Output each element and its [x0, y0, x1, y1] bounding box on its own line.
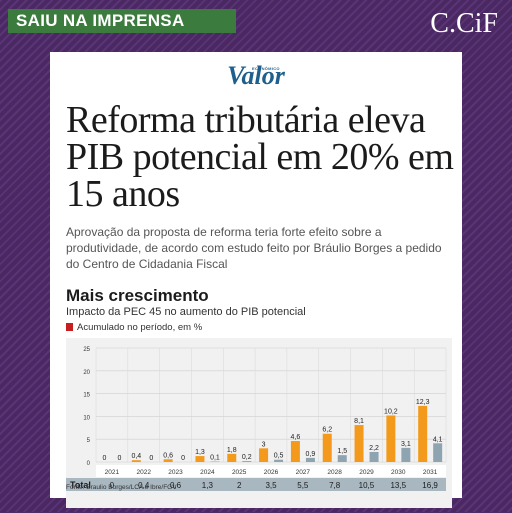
source-note: Fonte: Braulio Borges/LCA e Ibre/FGV — [66, 484, 177, 491]
total-value: 16,9 — [422, 481, 438, 490]
headline: Reforma tributária eleva PIB potencial e… — [66, 102, 456, 213]
bar-primary — [355, 425, 364, 462]
total-value: 7,8 — [329, 481, 341, 490]
x-tick-label: 2021 — [105, 469, 120, 476]
data-label: 1,5 — [337, 448, 347, 455]
data-label: 1,3 — [195, 449, 205, 456]
total-value: 13,5 — [390, 481, 406, 490]
chart-legend: Acumulado no período, em % — [66, 322, 202, 333]
bar-primary — [227, 454, 236, 462]
data-label: 1,8 — [227, 447, 237, 454]
bar-primary — [259, 448, 268, 462]
x-tick-label: 2023 — [168, 469, 183, 476]
bar-primary — [418, 406, 427, 462]
bar-secondary — [338, 455, 347, 462]
data-label: 6,2 — [322, 427, 332, 434]
total-value: 10,5 — [359, 481, 375, 490]
publication-tag: ECONÔMICO — [252, 66, 280, 71]
bar-primary — [386, 415, 395, 462]
legend-label: Acumulado no período, em % — [77, 322, 202, 333]
chart-title: Mais crescimento — [66, 286, 209, 306]
brand-logo: C.CiF — [430, 8, 498, 40]
y-tick-label: 25 — [83, 347, 90, 353]
data-label: 2,2 — [369, 445, 379, 452]
bar-secondary — [242, 461, 251, 462]
press-badge: SAIU NA IMPRENSA — [8, 9, 236, 33]
data-label: 0 — [103, 455, 107, 462]
data-label: 12,3 — [416, 399, 430, 406]
data-label: 0 — [149, 455, 153, 462]
y-tick-label: 5 — [87, 438, 91, 444]
x-tick-label: 2025 — [232, 469, 247, 476]
bar-secondary — [370, 452, 379, 462]
data-label: 0,1 — [210, 455, 220, 462]
bar-secondary — [433, 443, 442, 462]
data-label: 0,4 — [131, 453, 141, 460]
x-tick-label: 2026 — [264, 469, 279, 476]
data-label: 4,6 — [291, 434, 301, 441]
y-tick-label: 15 — [83, 393, 90, 399]
x-tick-label: 2031 — [423, 469, 438, 476]
data-label: 0,6 — [163, 452, 173, 459]
data-label: 8,1 — [354, 418, 364, 425]
data-label: 4,1 — [433, 436, 443, 443]
total-value: 1,3 — [202, 481, 214, 490]
bar-secondary — [401, 448, 410, 462]
x-tick-label: 2029 — [359, 469, 374, 476]
bar-secondary — [306, 458, 315, 462]
publication-masthead: ECONÔMICO Valor — [50, 62, 462, 90]
y-tick-label: 20 — [83, 370, 90, 376]
x-tick-label: 2027 — [296, 469, 311, 476]
y-tick-label: 10 — [83, 415, 90, 421]
bar-secondary — [274, 460, 283, 462]
x-tick-label: 2022 — [136, 469, 151, 476]
x-tick-label: 2028 — [327, 469, 342, 476]
x-tick-label: 2030 — [391, 469, 406, 476]
data-label: 0,5 — [274, 453, 284, 460]
legend-swatch — [66, 323, 73, 331]
data-label: 10,2 — [384, 408, 398, 415]
bar-primary — [323, 434, 332, 462]
data-label: 0,2 — [242, 454, 252, 461]
chart-subtitle: Impacto da PEC 45 no aumento do PIB pote… — [66, 306, 306, 318]
lede: Aprovação da proposta de reforma teria f… — [66, 224, 451, 272]
data-label: 3 — [262, 441, 266, 448]
data-label: 0 — [181, 455, 185, 462]
bar-primary — [291, 441, 300, 462]
data-label: 0,9 — [306, 451, 316, 458]
data-label: 0 — [118, 455, 122, 462]
data-label: 3,1 — [401, 441, 411, 448]
total-value: 2 — [237, 481, 242, 490]
article-card: ECONÔMICO Valor Reforma tributária eleva… — [50, 52, 462, 498]
total-value: 3,5 — [265, 481, 277, 490]
bar-primary — [164, 459, 173, 462]
bar-primary — [195, 456, 204, 462]
bar-primary — [132, 460, 141, 462]
x-tick-label: 2024 — [200, 469, 215, 476]
total-value: 5,5 — [297, 481, 309, 490]
y-tick-label: 0 — [87, 461, 91, 467]
